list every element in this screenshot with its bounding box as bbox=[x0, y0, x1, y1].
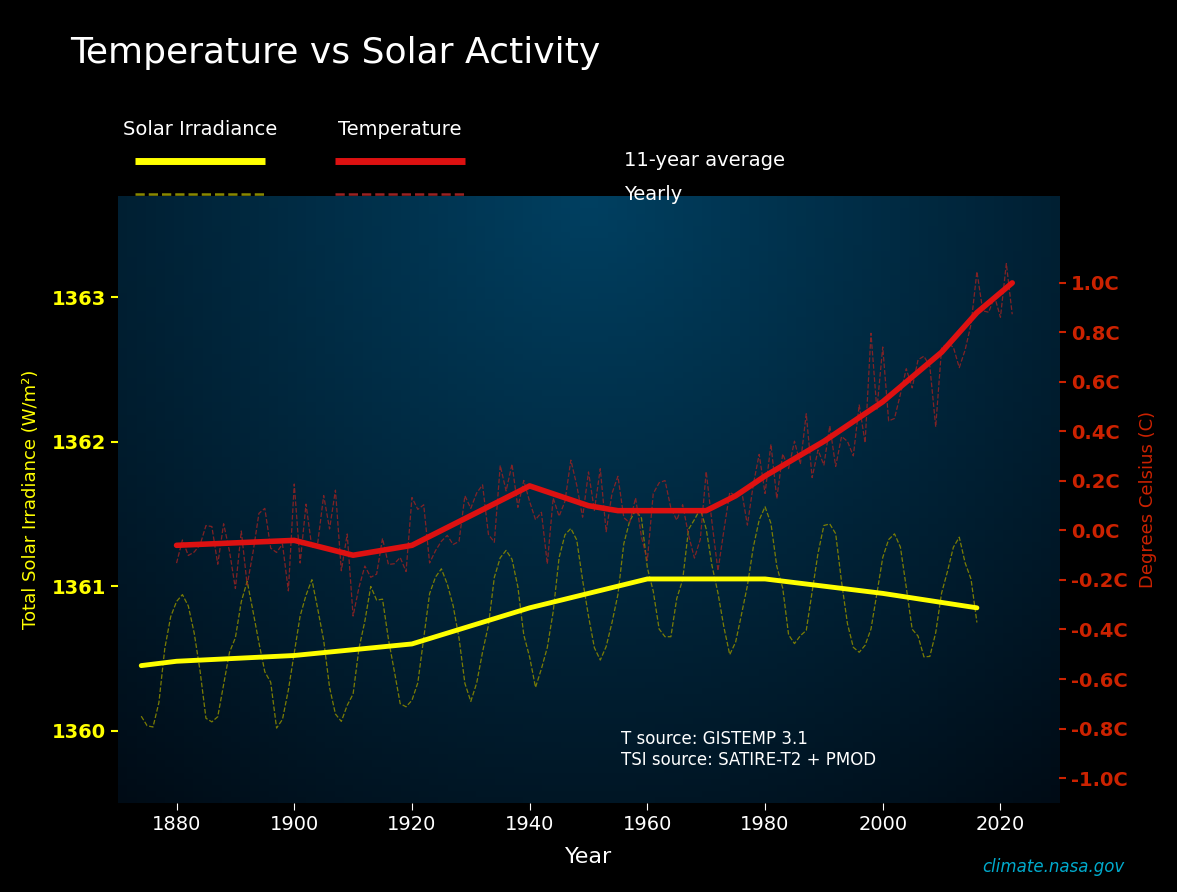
Text: 11-year average: 11-year average bbox=[624, 151, 785, 170]
Text: climate.nasa.gov: climate.nasa.gov bbox=[982, 858, 1124, 876]
Text: Yearly: Yearly bbox=[624, 185, 681, 204]
Y-axis label: Total Solar Irradiance (W/m²): Total Solar Irradiance (W/m²) bbox=[22, 370, 40, 629]
Text: T source: GISTEMP 3.1
TSI source: SATIRE-T2 + PMOD: T source: GISTEMP 3.1 TSI source: SATIRE… bbox=[621, 730, 877, 769]
Y-axis label: Degrees Celsius (C): Degrees Celsius (C) bbox=[1139, 411, 1157, 588]
Text: Temperature vs Solar Activity: Temperature vs Solar Activity bbox=[71, 36, 601, 70]
Text: Temperature: Temperature bbox=[339, 120, 461, 139]
X-axis label: Year: Year bbox=[565, 847, 612, 868]
Text: Solar Irradiance: Solar Irradiance bbox=[122, 120, 278, 139]
